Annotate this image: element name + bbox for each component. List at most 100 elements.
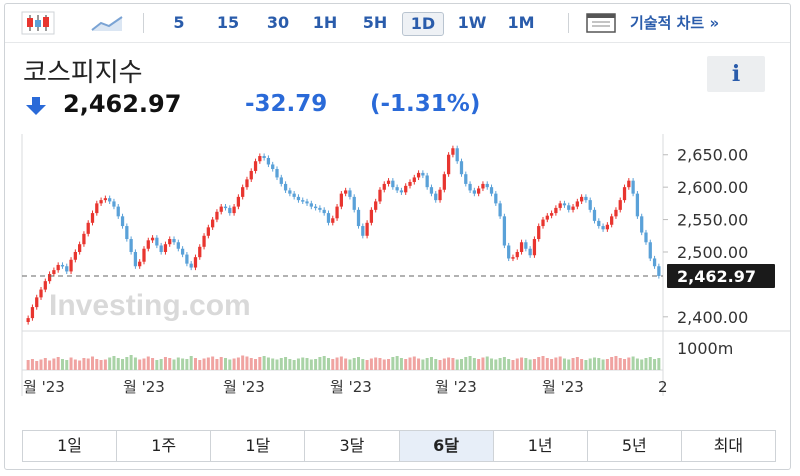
period-15[interactable]: 15 xyxy=(216,13,240,32)
candle-body xyxy=(446,154,451,175)
candle-body xyxy=(275,169,279,178)
volume-bar xyxy=(206,357,210,370)
volume-bar xyxy=(623,359,627,370)
candle-body xyxy=(318,207,322,210)
candle-body xyxy=(468,183,472,191)
candle-body xyxy=(554,207,558,214)
candle-body xyxy=(489,187,494,194)
technical-chart-link[interactable]: 기술적 차트 » xyxy=(630,14,720,32)
mountain-line-icon[interactable] xyxy=(89,11,125,35)
volume-bar xyxy=(562,358,566,370)
period-5[interactable]: 5 xyxy=(173,13,185,32)
volume-bar xyxy=(133,357,137,370)
volume-bar xyxy=(541,356,545,370)
candle-body xyxy=(322,209,326,214)
volume-bar xyxy=(399,358,403,370)
volume-bar xyxy=(185,359,189,370)
volume-bar xyxy=(502,357,506,370)
price-chart[interactable]: Investing.com 2,650.00 2,600.00 2,550.00 2,5… xyxy=(5,4,790,424)
volume-bar xyxy=(580,359,584,370)
y-tick-label: 2,400.00 xyxy=(677,308,748,327)
range-1y[interactable]: 1년 xyxy=(493,431,588,461)
candle-body xyxy=(365,222,369,236)
volume-bar xyxy=(232,358,236,370)
volume-bar xyxy=(524,358,528,370)
candle-body xyxy=(236,196,241,207)
volume-bar xyxy=(395,356,399,370)
volume-bar xyxy=(369,358,373,370)
period-1w[interactable]: 1W xyxy=(457,13,487,32)
candle-body xyxy=(382,183,386,190)
candle-body xyxy=(339,193,343,207)
range-1w[interactable]: 1주 xyxy=(117,431,212,461)
range-max[interactable]: 최대 xyxy=(681,431,775,461)
volume-bar xyxy=(172,359,176,370)
volume-bar xyxy=(571,358,575,370)
period-1h[interactable]: 1H xyxy=(312,13,338,32)
volume-bar xyxy=(374,357,378,370)
candle-body xyxy=(138,261,142,267)
candle-body xyxy=(228,207,232,214)
candle-body xyxy=(292,193,296,197)
volume-bar xyxy=(438,360,442,370)
candle-body xyxy=(103,198,108,201)
range-5y[interactable]: 5년 xyxy=(587,431,682,461)
candle-body xyxy=(211,219,215,228)
candle-body xyxy=(90,213,95,223)
volume-bar xyxy=(95,359,99,370)
candle-body xyxy=(391,180,395,188)
candle-body xyxy=(344,190,348,194)
volume-bar xyxy=(335,357,339,370)
candle-body xyxy=(189,263,193,268)
period-1d[interactable]: 1D xyxy=(402,12,444,36)
period-30[interactable]: 30 xyxy=(266,13,290,32)
period-1m[interactable]: 1M xyxy=(507,13,535,32)
volume-bar xyxy=(39,359,43,370)
volume-bar xyxy=(498,358,502,370)
volume-bar xyxy=(537,357,541,370)
candle-body xyxy=(399,190,404,193)
candle-body xyxy=(558,203,562,208)
info-button[interactable]: i xyxy=(707,56,765,92)
period-5h[interactable]: 5H xyxy=(362,13,388,32)
volume-bar xyxy=(494,359,498,370)
volume-bar xyxy=(421,359,425,370)
range-6m[interactable]: 6달 xyxy=(399,431,494,461)
volume-bar xyxy=(481,357,485,370)
volume-bar xyxy=(417,358,421,370)
candle-body xyxy=(519,242,524,252)
volume-bar xyxy=(468,356,472,370)
candle-body xyxy=(545,215,549,220)
range-1d[interactable]: 1일 xyxy=(23,431,118,461)
window-icon[interactable] xyxy=(585,11,617,35)
candle-body xyxy=(172,239,176,243)
volume-bar xyxy=(520,357,524,370)
range-3m[interactable]: 3달 xyxy=(305,431,400,461)
volume-bar xyxy=(442,358,446,370)
candle-body xyxy=(193,257,198,268)
candle-body xyxy=(86,222,90,234)
candle-body xyxy=(69,259,73,272)
candle-body xyxy=(331,218,335,223)
candle-body xyxy=(627,180,631,188)
volume-bar xyxy=(219,357,223,370)
volume-bar xyxy=(644,358,648,370)
range-1m[interactable]: 1달 xyxy=(211,431,306,461)
volume-bar xyxy=(30,359,34,370)
volume-bar xyxy=(365,360,369,370)
candle-body xyxy=(361,226,365,236)
candle-body xyxy=(652,258,657,267)
candle-body xyxy=(507,245,511,259)
candlestick-icon[interactable] xyxy=(21,11,55,35)
candle-body xyxy=(73,251,77,260)
volume-bar xyxy=(434,359,438,370)
volume-bar xyxy=(125,357,129,370)
volume-bar xyxy=(592,357,596,370)
volume-bar xyxy=(284,357,288,370)
volume-bar xyxy=(129,355,133,370)
last-price-tag xyxy=(667,263,775,288)
y-tick-label: 2,600.00 xyxy=(677,178,748,197)
candle-body xyxy=(202,235,206,247)
candle-body xyxy=(494,193,498,204)
candle-body xyxy=(562,203,567,206)
